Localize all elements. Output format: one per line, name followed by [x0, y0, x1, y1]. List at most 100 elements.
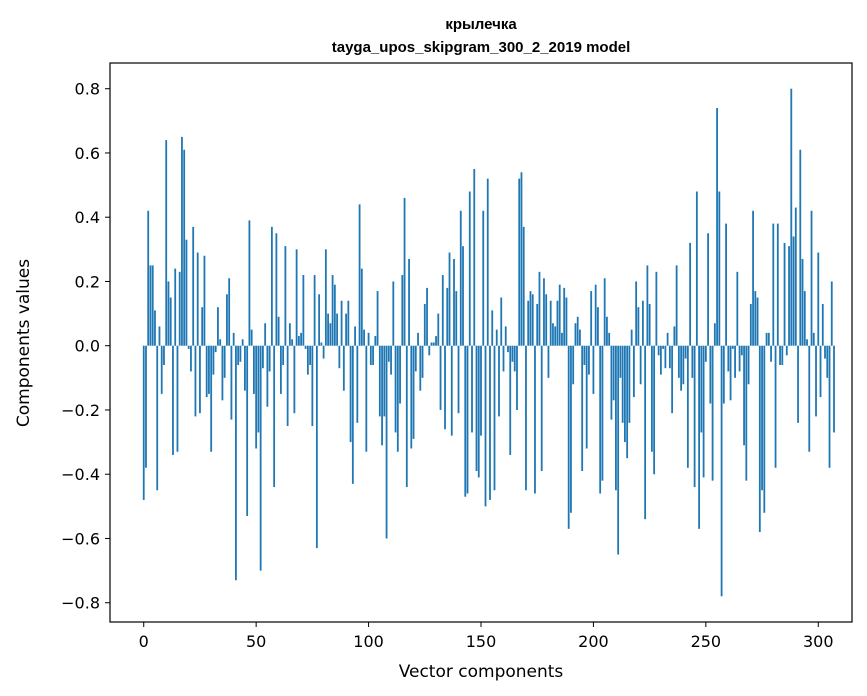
- bar: [722, 345, 725, 404]
- bar: [700, 345, 703, 433]
- bar: [817, 252, 820, 346]
- bar: [585, 345, 588, 449]
- bar: [142, 345, 145, 500]
- bar: [349, 345, 352, 443]
- bar: [731, 345, 734, 349]
- bar: [178, 271, 181, 346]
- bar: [399, 345, 401, 404]
- bar: [363, 329, 365, 346]
- bar: [664, 345, 667, 369]
- bar: [686, 345, 689, 468]
- bar: [246, 345, 249, 516]
- bar: [264, 323, 267, 346]
- x-tick-label: 250: [691, 632, 722, 651]
- bar: [543, 278, 545, 346]
- bar: [635, 281, 638, 346]
- x-axis: 0 50 100 150 200 250 300: [139, 622, 834, 651]
- bar: [772, 223, 775, 346]
- bar: [808, 345, 811, 452]
- bar: [297, 336, 300, 346]
- bar: [426, 287, 428, 346]
- bar: [689, 242, 692, 346]
- bar: [342, 345, 345, 391]
- bar: [475, 345, 478, 471]
- bar: [729, 345, 732, 401]
- bar: [309, 345, 312, 365]
- bar: [194, 345, 197, 417]
- bar: [228, 278, 231, 346]
- bar: [740, 345, 743, 356]
- bar: [720, 345, 723, 597]
- bar: [561, 332, 563, 346]
- bar: [208, 345, 210, 394]
- bar: [626, 345, 629, 459]
- bar: [405, 345, 408, 488]
- x-tick-label: 300: [803, 632, 834, 651]
- chart-subtitle: tayga_upos_skipgram_300_2_2019 model: [332, 39, 631, 56]
- bar: [212, 345, 215, 375]
- bar: [646, 265, 649, 346]
- bar: [716, 107, 718, 346]
- bar: [761, 345, 763, 491]
- bar: [734, 345, 736, 378]
- bar: [156, 345, 159, 491]
- bar: [394, 345, 397, 433]
- bar: [815, 345, 817, 417]
- bar: [556, 300, 559, 346]
- bar: [477, 345, 480, 478]
- bar: [232, 332, 235, 346]
- y-tick-label: 0.4: [75, 208, 100, 227]
- bar: [619, 345, 622, 378]
- bar: [507, 345, 509, 353]
- x-tick-label: 0: [139, 632, 149, 651]
- bar: [727, 345, 730, 372]
- bar: [774, 345, 777, 468]
- bar: [617, 345, 620, 555]
- bar: [217, 307, 219, 346]
- bar: [318, 294, 321, 346]
- bar: [511, 345, 514, 362]
- bar: [163, 345, 165, 365]
- bar: [833, 345, 835, 433]
- bar: [657, 345, 660, 356]
- bar: [538, 271, 541, 346]
- bar: [783, 242, 786, 346]
- bar: [279, 345, 282, 394]
- y-axis: −0.8 −0.6 −0.4 −0.2 0.0 0.2 0.4 0.6 0.8: [61, 80, 110, 613]
- plot-frame: [109, 62, 853, 623]
- bar: [531, 294, 534, 346]
- bar: [648, 303, 651, 346]
- bar: [471, 345, 473, 433]
- bar: [758, 345, 761, 533]
- bar: [680, 345, 683, 391]
- bar: [466, 345, 469, 494]
- bar: [435, 336, 437, 346]
- bar: [785, 345, 788, 356]
- x-axis-label: Vector components: [399, 662, 564, 682]
- bar: [237, 345, 240, 365]
- bar: [563, 287, 566, 346]
- bar: [500, 297, 503, 346]
- bar: [253, 345, 255, 394]
- bar: [668, 345, 671, 369]
- bar: [351, 345, 354, 484]
- bar: [509, 345, 512, 455]
- bar: [579, 329, 581, 346]
- bar: [671, 345, 674, 414]
- bar: [414, 345, 417, 372]
- bar: [770, 345, 772, 362]
- bar: [154, 310, 156, 346]
- bar: [608, 332, 611, 346]
- bar: [320, 342, 323, 346]
- bar: [158, 326, 161, 346]
- bar: [169, 297, 172, 346]
- bar: [437, 313, 440, 346]
- bar: [444, 345, 446, 430]
- bar: [417, 332, 419, 346]
- x-tick-label: 100: [353, 632, 384, 651]
- y-tick-label: 0.0: [75, 337, 100, 356]
- bar: [826, 345, 829, 378]
- bar: [513, 345, 516, 372]
- bar: [329, 323, 332, 346]
- bar: [313, 275, 316, 346]
